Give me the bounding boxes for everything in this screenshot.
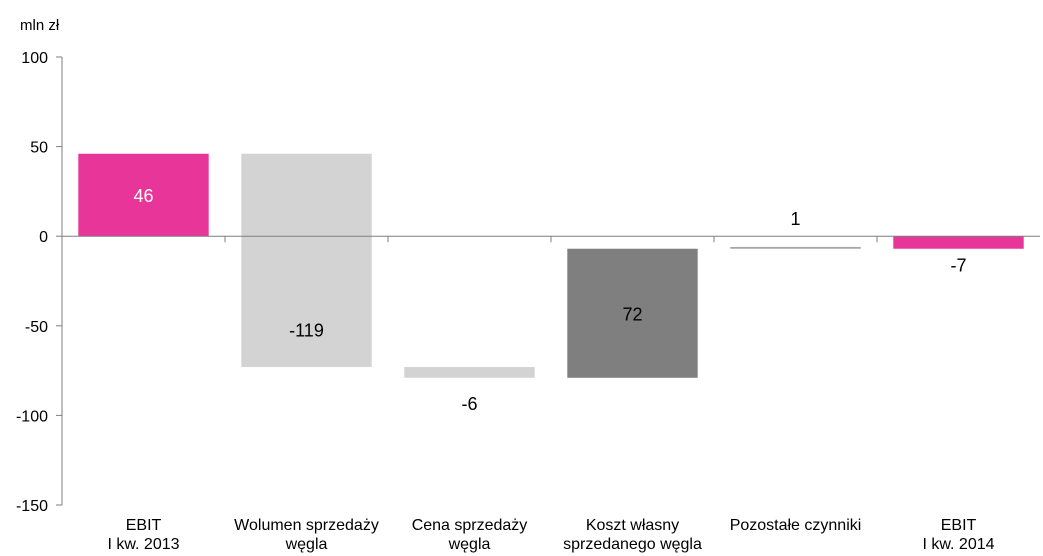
category-label: Wolumen sprzedaży xyxy=(234,517,379,534)
y-tick-label: -50 xyxy=(25,319,48,336)
category-label: I kw. 2014 xyxy=(922,536,994,553)
y-tick-label: -100 xyxy=(16,408,48,425)
y-tick-label: 0 xyxy=(39,229,48,246)
data-label: -7 xyxy=(950,256,966,276)
category-label: Pozostałe czynniki xyxy=(730,517,862,534)
data-label: -119 xyxy=(289,321,324,341)
bars xyxy=(78,153,1024,378)
data-label: 46 xyxy=(133,186,153,206)
category-label: sprzedanego węgla xyxy=(563,536,702,553)
bar-1 xyxy=(241,153,372,368)
category-label: węgla xyxy=(448,536,491,553)
y-tick-label: -150 xyxy=(16,498,48,515)
bar-4 xyxy=(730,246,861,249)
category-label: EBIT xyxy=(126,517,162,534)
bar-5 xyxy=(893,236,1024,249)
y-axis-ticks: 100 50 0 -50 -100 -150 xyxy=(16,50,62,515)
data-label: 72 xyxy=(622,304,642,324)
data-labels: 46 -119 -6 72 1 -7 xyxy=(133,186,966,414)
y-tick-label: 50 xyxy=(30,140,48,157)
data-label: 1 xyxy=(790,209,800,229)
bar-0 xyxy=(78,153,209,237)
bar-3 xyxy=(567,248,698,378)
category-label: Koszt własny xyxy=(586,517,679,534)
category-label: Cena sprzedaży xyxy=(412,517,528,534)
category-labels: EBIT I kw. 2013 Wolumen sprzedaży węgla Cena… xyxy=(107,517,994,553)
y-tick-label: 100 xyxy=(21,50,48,67)
bar-2 xyxy=(404,367,535,378)
category-label: EBIT xyxy=(941,517,977,534)
unit-label: mln zł xyxy=(20,17,60,34)
category-label: I kw. 2013 xyxy=(107,536,179,553)
category-label: węgla xyxy=(285,536,328,553)
x-axis-ticks xyxy=(224,236,878,243)
data-label: -6 xyxy=(461,394,477,414)
